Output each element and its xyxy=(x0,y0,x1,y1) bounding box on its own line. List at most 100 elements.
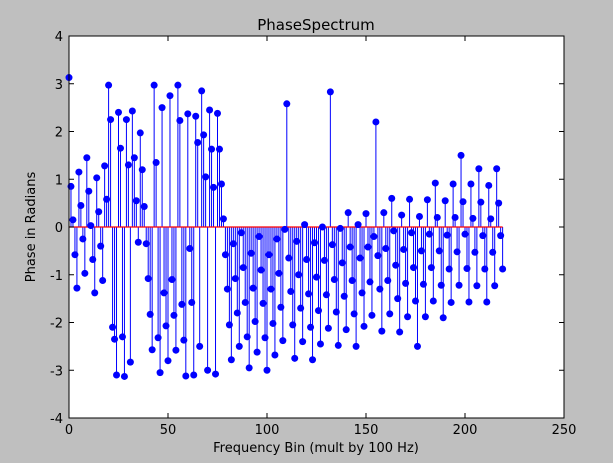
stem-marker xyxy=(156,369,164,377)
stem-marker xyxy=(417,247,425,255)
stem-marker xyxy=(136,129,144,137)
stem-marker xyxy=(479,232,487,240)
stem-marker xyxy=(483,298,491,306)
stem-marker xyxy=(138,166,146,174)
stem-marker xyxy=(214,109,221,117)
stem-marker xyxy=(386,310,394,318)
stem-marker xyxy=(95,208,103,216)
stem-marker xyxy=(219,215,227,223)
stem-marker xyxy=(419,280,427,288)
stem-marker xyxy=(372,118,380,126)
stem-marker xyxy=(370,233,378,241)
stem-marker xyxy=(451,213,459,221)
stem-marker xyxy=(328,241,336,249)
stem-marker xyxy=(487,215,495,223)
stem-marker xyxy=(176,117,184,125)
stem-marker xyxy=(378,327,386,335)
stem-marker xyxy=(166,92,174,100)
stem-marker xyxy=(164,357,172,365)
stem-marker xyxy=(204,366,212,374)
stem-marker xyxy=(467,180,475,188)
stem-marker xyxy=(471,248,479,256)
stem-marker xyxy=(463,265,471,273)
stem-marker xyxy=(196,342,204,350)
stem-marker xyxy=(433,213,441,221)
stem-marker xyxy=(437,281,445,289)
stem-marker xyxy=(305,290,313,298)
stem-marker xyxy=(87,222,95,230)
y-tick-label: -1 xyxy=(50,269,63,284)
stem-marker xyxy=(398,211,406,219)
stem-marker xyxy=(241,298,249,306)
stem-marker xyxy=(301,221,309,229)
stem-marker xyxy=(235,342,243,350)
stem-marker xyxy=(245,364,253,372)
stem-marker xyxy=(237,229,245,237)
stem-marker xyxy=(217,180,225,188)
stem-marker xyxy=(445,265,453,273)
stem-marker xyxy=(340,292,348,300)
stem-marker xyxy=(109,323,117,331)
stem-marker xyxy=(239,264,247,272)
stem-marker xyxy=(75,168,83,176)
stem-marker xyxy=(408,229,416,237)
stem-marker xyxy=(107,116,115,124)
x-tick-label: 150 xyxy=(354,423,379,438)
stem-marker xyxy=(99,276,107,284)
y-tick-label: -4 xyxy=(50,412,63,427)
stem-marker xyxy=(168,276,176,284)
stem-marker xyxy=(231,275,239,283)
stem-marker xyxy=(326,88,334,96)
stem-marker xyxy=(362,210,370,218)
x-tick-label: 250 xyxy=(552,423,577,438)
stem-marker xyxy=(346,243,354,251)
stem-marker xyxy=(91,289,99,297)
y-tick-label: -3 xyxy=(50,364,63,379)
stem-marker xyxy=(255,233,263,241)
stem-marker xyxy=(103,195,111,203)
stem-marker xyxy=(263,366,271,374)
stem-marker xyxy=(404,313,412,321)
stem-marker xyxy=(89,255,97,263)
stem-marker xyxy=(283,100,291,108)
stem-marker xyxy=(249,284,257,292)
stem-marker xyxy=(382,244,390,252)
stem-marker xyxy=(71,251,79,259)
stem-marker xyxy=(412,297,419,305)
x-tick-label: 50 xyxy=(160,423,177,438)
stem-marker xyxy=(354,221,362,229)
stem-marker xyxy=(491,282,499,290)
stem-marker xyxy=(309,356,317,364)
stem-marker xyxy=(118,333,126,341)
stem-marker xyxy=(356,254,364,262)
stem-marker xyxy=(485,181,493,189)
y-axis-label: Phase in Radians xyxy=(24,172,39,283)
stem-marker xyxy=(101,162,109,170)
stem-marker xyxy=(332,308,340,316)
stem-marker xyxy=(140,202,148,210)
stem-marker xyxy=(257,266,265,274)
stem-marker xyxy=(320,256,328,264)
stem-marker xyxy=(200,131,208,139)
stem-marker xyxy=(358,289,366,297)
stem-marker xyxy=(481,265,489,273)
stem-marker xyxy=(299,338,307,346)
stem-marker xyxy=(469,214,477,222)
stem-marker xyxy=(269,319,277,327)
y-tick-label: 3 xyxy=(55,78,63,93)
stem-marker xyxy=(461,230,469,238)
stem-marker xyxy=(144,275,152,283)
stem-marker xyxy=(334,341,342,349)
stem-marker xyxy=(227,356,235,364)
stem-marker xyxy=(174,81,182,89)
stem-marker xyxy=(453,248,461,256)
stem-marker xyxy=(115,108,122,116)
stem-marker xyxy=(293,237,301,245)
stem-marker xyxy=(281,225,289,233)
stem-marker xyxy=(225,321,233,329)
stem-marker xyxy=(134,238,142,246)
stem-marker xyxy=(307,323,315,331)
stem-marker xyxy=(475,165,483,173)
stem-marker xyxy=(366,278,374,286)
